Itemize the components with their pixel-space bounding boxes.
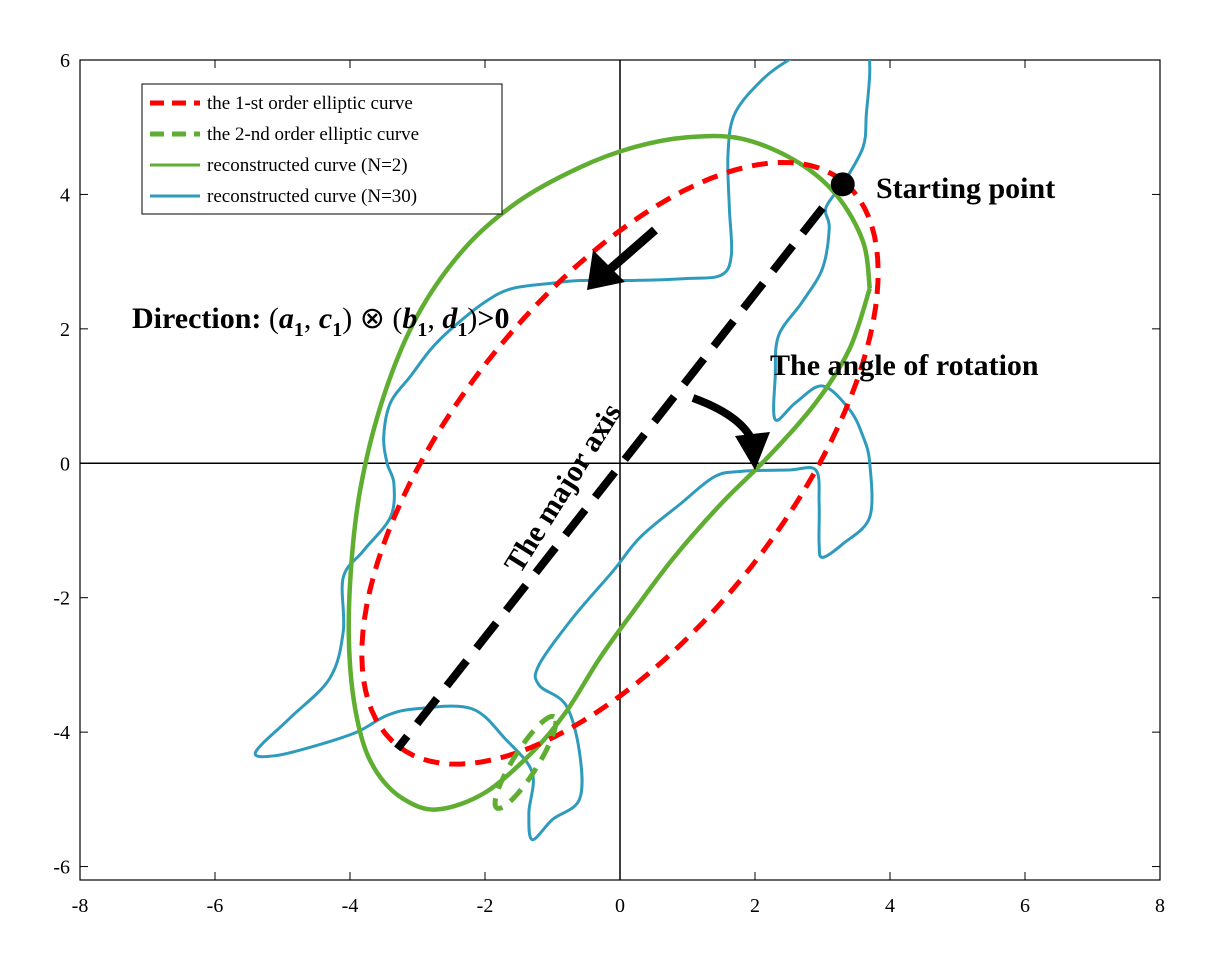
x-tick-label: 8 [1155,895,1165,917]
x-tick-label: -2 [477,895,494,917]
legend-entry-3: reconstructed curve (N=2) [207,155,408,176]
starting-point-label: Starting point [876,172,1055,205]
series-layer [253,60,881,842]
zero-axes [80,60,1160,880]
x-tick-label: -8 [72,895,89,917]
y-tick-label: 2 [60,319,70,341]
series-2-curve [492,713,559,811]
x-tick-label: 2 [750,895,760,917]
y-tick-label: 4 [60,184,70,206]
legend-entry-2: the 2-nd order elliptic curve [207,124,419,145]
legend-box [141,83,503,215]
y-tick-label: 6 [60,50,70,72]
series-1-curve [359,159,881,767]
legend-entry-4: reconstructed curve (N=30) [207,186,417,207]
x-tick-label: 0 [615,895,625,917]
x-tick-label: -6 [207,895,224,917]
direction-arrow-head [587,250,625,290]
legend: the 1-st order elliptic curve the 2-nd or… [141,83,503,215]
y-tick-label: -4 [53,722,70,744]
y-tick-label: -6 [53,857,70,879]
x-tick-label: 6 [1020,895,1030,917]
angle-of-rotation-label: The angle of rotation [770,349,1039,382]
legend-entry-1: the 1-st order elliptic curve [207,93,413,114]
starting-point-marker [830,172,855,197]
y-tick-label: 0 [60,453,70,475]
major-axis-line [394,205,826,752]
series-4-curve [253,60,874,842]
rotation-arrow-head [735,432,770,470]
x-tick-label: 4 [885,895,895,917]
direction-label: Direction: (a1, c1) ⊗ (b1, d1)>0 [132,302,509,341]
y-tick-label: -2 [53,588,70,610]
x-tick-label: -4 [342,895,359,917]
series-3-curve [346,133,872,812]
